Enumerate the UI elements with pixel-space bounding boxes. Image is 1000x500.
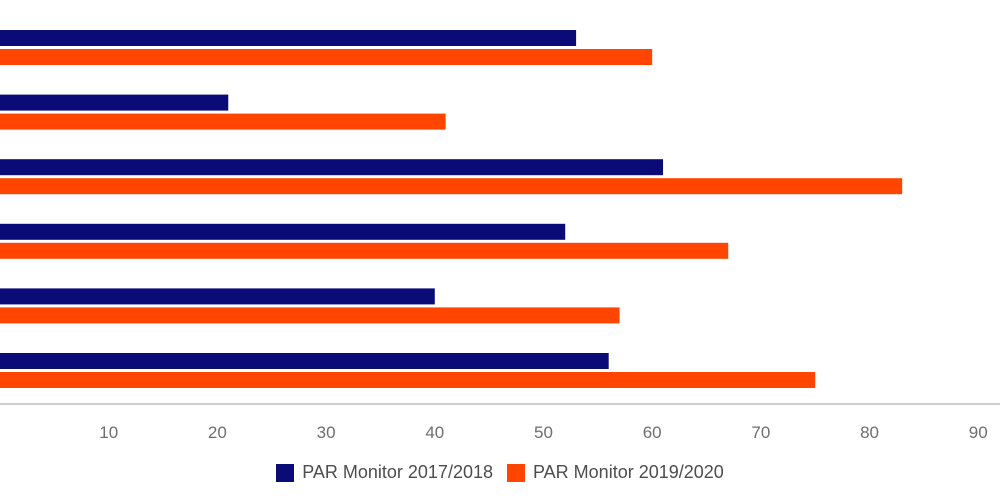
legend: PAR Monitor 2017/2018 PAR Monitor 2019/2… [0,462,1000,483]
legend-label-2017-2018: PAR Monitor 2017/2018 [302,462,493,482]
bar-series-1-category-4[interactable] [0,307,620,324]
x-tick-label: 80 [860,423,879,442]
bar-series-0-category-5[interactable] [0,353,609,369]
x-tick-label: 40 [425,423,444,442]
bar-series-1-category-0[interactable] [0,49,653,65]
x-tick-label: 30 [317,423,336,442]
x-tick-label: 60 [643,423,662,442]
legend-item-2019-2020[interactable]: PAR Monitor 2019/2020 [507,462,724,483]
x-tick-label: 10 [99,423,118,442]
x-tick-label: 50 [534,423,553,442]
x-tick-label: 70 [751,423,770,442]
bar-series-1-category-5[interactable] [0,372,816,388]
x-axis-ticks: 10 20 30 40 50 60 70 80 90 [99,423,987,442]
bar-series-0-category-3[interactable] [0,223,566,240]
x-tick-label: 20 [208,423,227,442]
bar-series-1-category-1[interactable] [0,113,446,130]
bar-series-1-category-2[interactable] [0,178,903,195]
bar-series-0-category-1[interactable] [0,94,229,111]
bar-chart: 10 20 30 40 50 60 70 80 90 [0,30,1000,442]
x-tick-label: 90 [969,423,988,442]
bars-group [0,30,903,388]
bar-series-0-category-0[interactable] [0,30,577,46]
legend-item-2017-2018[interactable]: PAR Monitor 2017/2018 [276,462,493,483]
bar-series-1-category-3[interactable] [0,242,729,259]
bar-series-0-category-2[interactable] [0,159,664,176]
bar-series-0-category-4[interactable] [0,288,435,305]
legend-swatch-2017-2018 [276,463,295,482]
legend-swatch-2019-2020 [507,463,525,482]
legend-label-2019-2020: PAR Monitor 2019/2020 [533,462,724,482]
